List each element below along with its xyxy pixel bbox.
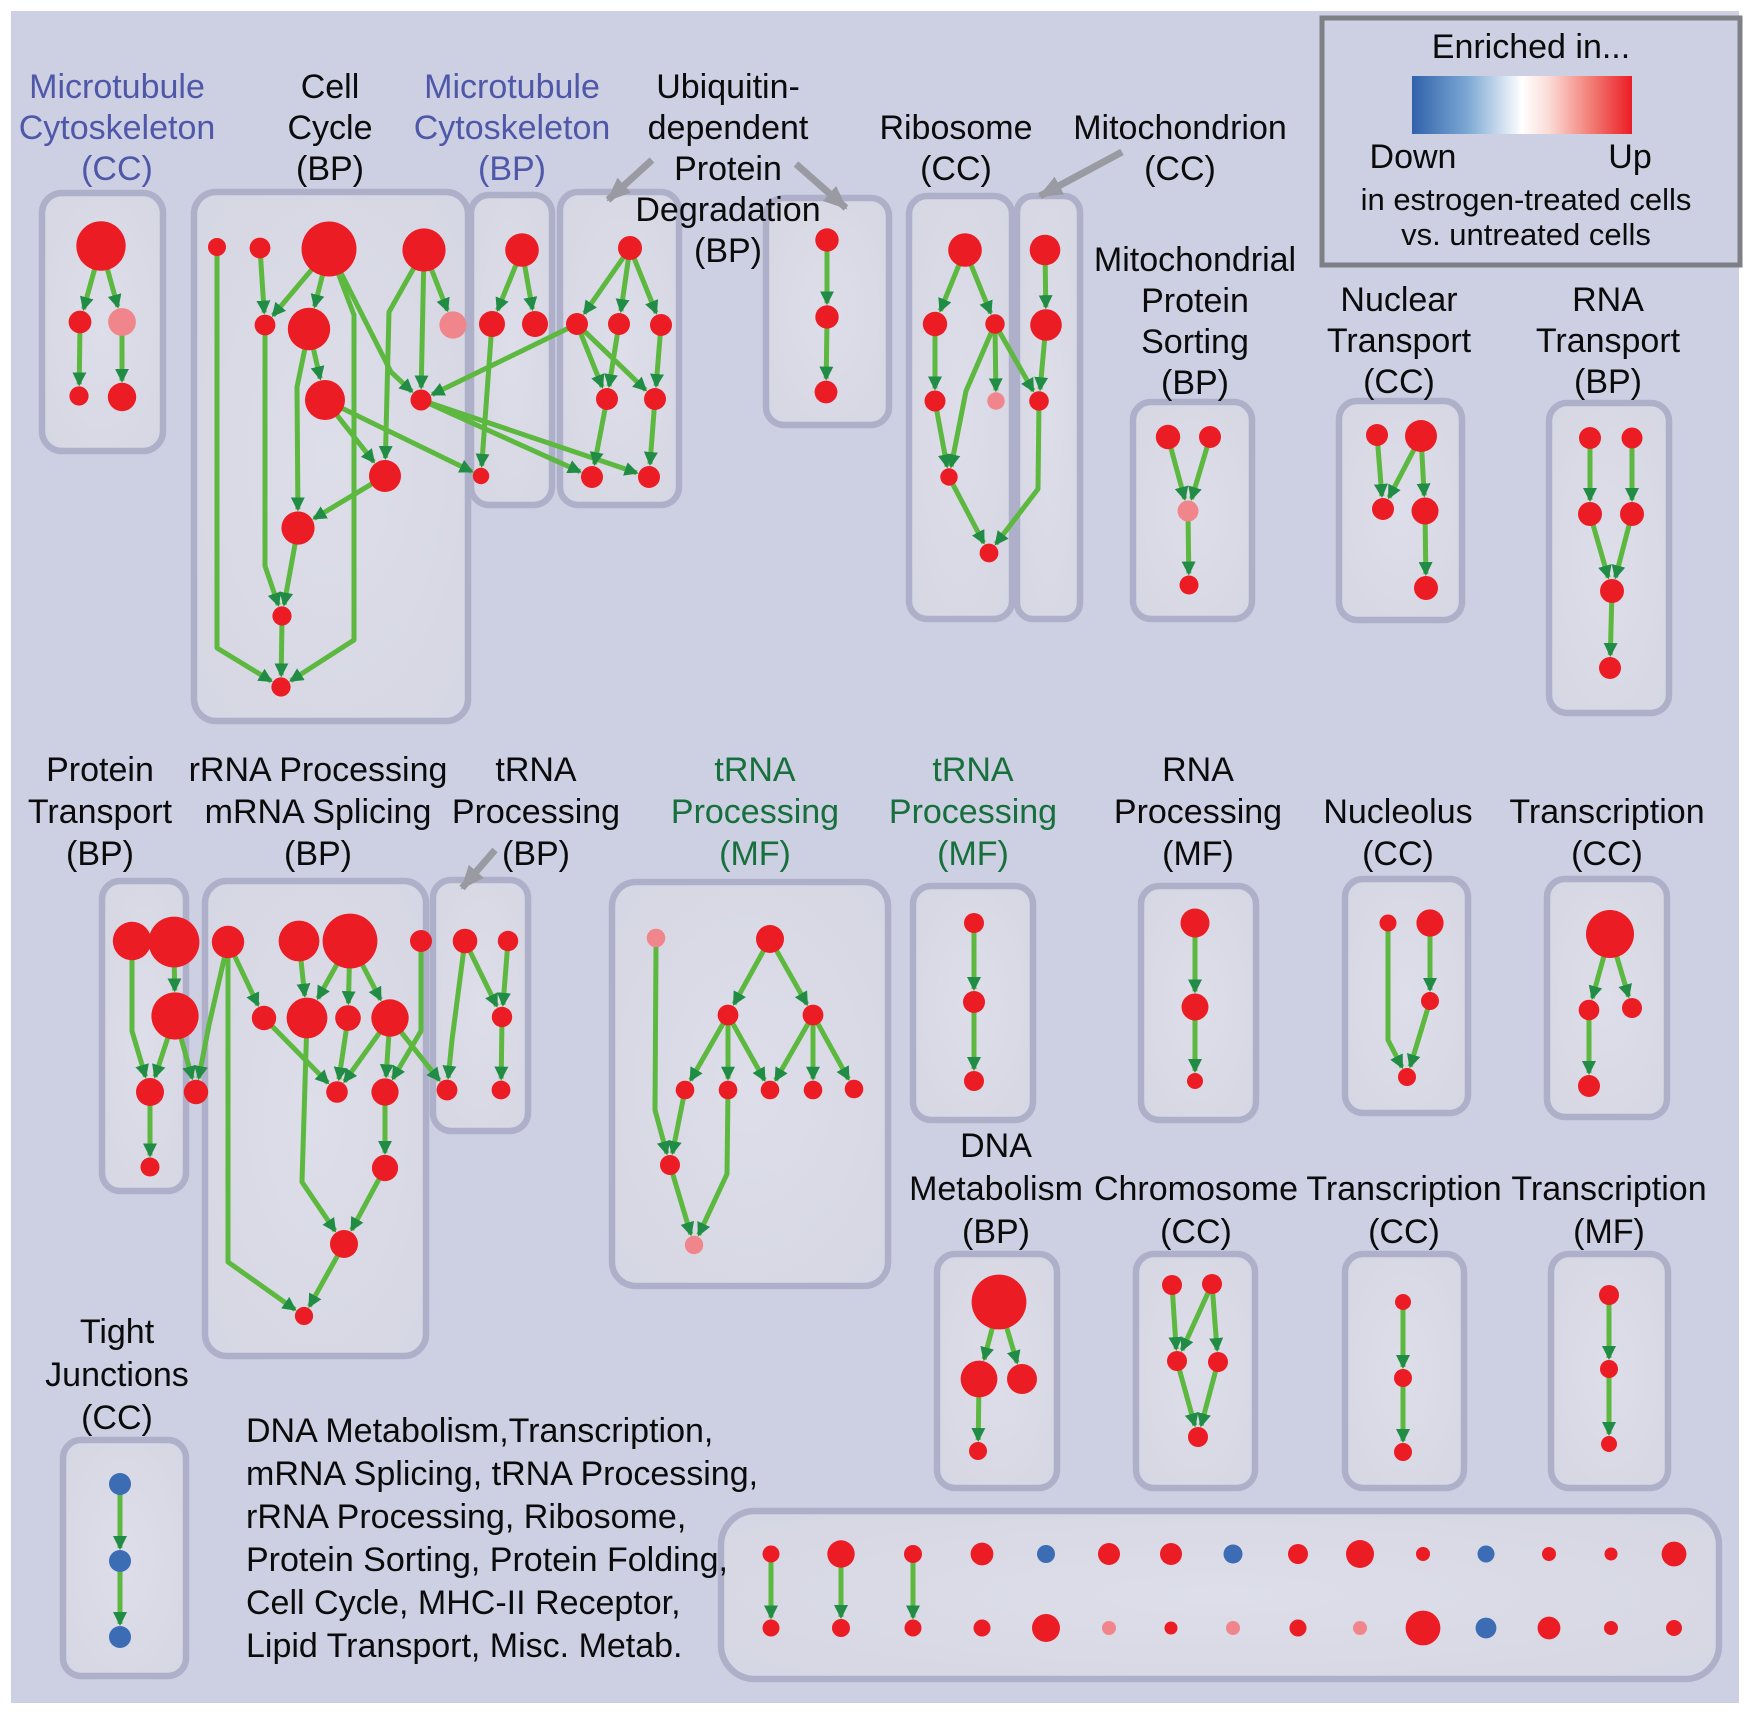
svg-text:in estrogen-treated cells: in estrogen-treated cells	[1361, 182, 1692, 217]
svg-text:Sorting: Sorting	[1141, 323, 1249, 361]
svg-text:Protein Sorting, Protein Foldi: Protein Sorting, Protein Folding,	[246, 1541, 728, 1579]
svg-text:Protein: Protein	[1141, 282, 1249, 320]
svg-text:(BP): (BP)	[296, 150, 364, 188]
svg-text:Processing: Processing	[452, 793, 620, 831]
svg-text:(BP): (BP)	[962, 1213, 1030, 1251]
svg-text:Transcription: Transcription	[1509, 793, 1704, 831]
svg-text:(MF): (MF)	[937, 835, 1009, 873]
svg-text:Protein: Protein	[674, 150, 782, 188]
svg-text:(CC): (CC)	[1571, 835, 1643, 873]
svg-text:Tight: Tight	[80, 1313, 155, 1351]
svg-text:(CC): (CC)	[1368, 1213, 1440, 1251]
svg-text:rRNA Processing, Ribosome,: rRNA Processing, Ribosome,	[246, 1498, 686, 1536]
svg-text:mRNA Splicing, tRNA Processing: mRNA Splicing, tRNA Processing,	[246, 1455, 758, 1493]
svg-text:Degradation: Degradation	[635, 191, 820, 229]
svg-text:Metabolism: Metabolism	[909, 1170, 1083, 1208]
svg-text:tRNA: tRNA	[932, 751, 1014, 789]
svg-text:Mitochondrial: Mitochondrial	[1094, 241, 1296, 279]
svg-text:Cycle: Cycle	[287, 109, 372, 147]
svg-text:Microtubule: Microtubule	[29, 68, 205, 106]
svg-text:Ribosome: Ribosome	[879, 109, 1032, 147]
svg-text:tRNA: tRNA	[495, 751, 577, 789]
svg-text:vs. untreated cells: vs. untreated cells	[1401, 217, 1651, 252]
svg-text:DNA: DNA	[960, 1127, 1032, 1165]
svg-text:Up: Up	[1608, 138, 1651, 176]
svg-text:Chromosome: Chromosome	[1094, 1170, 1298, 1208]
svg-text:tRNA: tRNA	[714, 751, 796, 789]
svg-text:(BP): (BP)	[1161, 364, 1229, 402]
svg-text:(BP): (BP)	[694, 232, 762, 270]
svg-text:Transport: Transport	[1536, 322, 1681, 360]
svg-text:RNA: RNA	[1162, 751, 1234, 789]
svg-text:Transport: Transport	[28, 793, 173, 831]
svg-text:dependent: dependent	[648, 109, 809, 147]
svg-text:Cell Cycle, MHC-II Receptor,: Cell Cycle, MHC-II Receptor,	[246, 1584, 681, 1622]
svg-text:Cell: Cell	[301, 68, 360, 106]
svg-text:DNA Metabolism,Transcription,: DNA Metabolism,Transcription,	[246, 1412, 713, 1450]
svg-text:(CC): (CC)	[81, 1399, 153, 1437]
svg-text:(CC): (CC)	[920, 150, 992, 188]
svg-text:(BP): (BP)	[478, 150, 546, 188]
svg-text:Ubiquitin-: Ubiquitin-	[656, 68, 800, 106]
svg-text:(MF): (MF)	[1573, 1213, 1645, 1251]
svg-text:Enriched in...: Enriched in...	[1432, 28, 1630, 66]
svg-text:Processing: Processing	[889, 793, 1057, 831]
svg-text:(BP): (BP)	[66, 835, 134, 873]
svg-text:(CC): (CC)	[1144, 150, 1216, 188]
svg-text:mRNA Splicing: mRNA Splicing	[205, 793, 432, 831]
svg-text:rRNA Processing: rRNA Processing	[189, 751, 448, 789]
svg-text:Transcription: Transcription	[1511, 1170, 1706, 1208]
svg-text:(BP): (BP)	[284, 835, 352, 873]
svg-text:Lipid Transport, Misc. Metab.: Lipid Transport, Misc. Metab.	[246, 1627, 683, 1665]
svg-text:Processing: Processing	[1114, 793, 1282, 831]
svg-text:Microtubule: Microtubule	[424, 68, 600, 106]
svg-text:(CC): (CC)	[1160, 1213, 1232, 1251]
svg-text:RNA: RNA	[1572, 281, 1644, 319]
svg-text:Protein: Protein	[46, 751, 154, 789]
svg-text:Cytoskeleton: Cytoskeleton	[414, 109, 611, 147]
svg-text:(CC): (CC)	[81, 150, 153, 188]
svg-text:Nucleolus: Nucleolus	[1323, 793, 1472, 831]
svg-text:Transcription: Transcription	[1306, 1170, 1501, 1208]
svg-text:Mitochondrion: Mitochondrion	[1073, 109, 1287, 147]
svg-text:Nuclear: Nuclear	[1340, 281, 1457, 319]
svg-text:Down: Down	[1370, 138, 1457, 176]
svg-text:(CC): (CC)	[1363, 363, 1435, 401]
svg-text:(BP): (BP)	[502, 835, 570, 873]
svg-text:Junctions: Junctions	[45, 1356, 189, 1394]
svg-text:(MF): (MF)	[1162, 835, 1234, 873]
svg-text:Cytoskeleton: Cytoskeleton	[19, 109, 216, 147]
svg-text:(BP): (BP)	[1574, 363, 1642, 401]
svg-text:Transport: Transport	[1327, 322, 1472, 360]
svg-text:(CC): (CC)	[1362, 835, 1434, 873]
svg-text:Processing: Processing	[671, 793, 839, 831]
svg-text:(MF): (MF)	[719, 835, 791, 873]
